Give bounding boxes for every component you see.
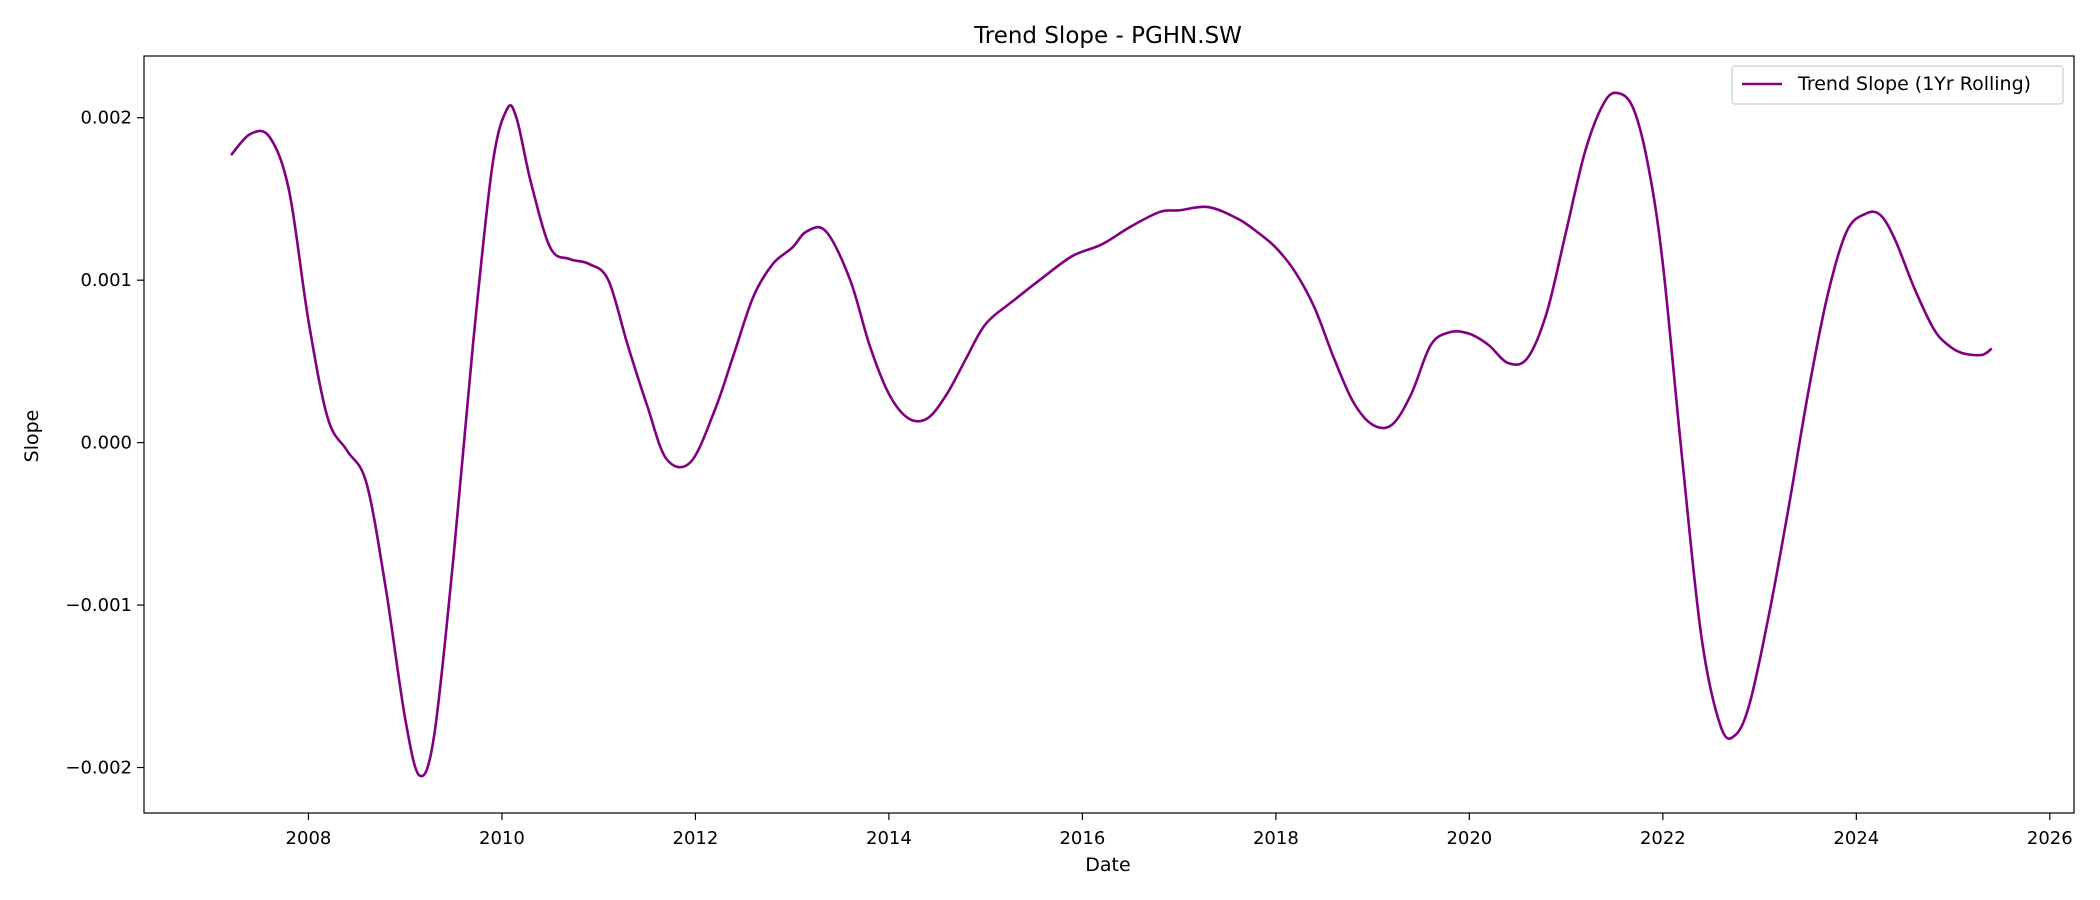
x-tick-label: 2016 [1059,828,1105,849]
y-tick-label: −0.002 [65,758,132,779]
axes: 2008 2010 2012 2014 2016 2018 2020 2022 2024 2026… [65,55,2075,849]
y-tick-label: 0.000 [80,433,132,454]
y-axis-title: Slope [21,410,43,463]
y-tick-label: 0.001 [80,270,132,291]
y-tick-label: 0.002 [80,108,132,129]
chart-title: Trend Slope - PGHN.SW [973,23,1242,49]
x-tick-label: 2010 [479,828,525,849]
x-tick-label: 2026 [2027,828,2073,849]
legend-label: Trend Slope (1Yr Rolling) [1797,73,2031,95]
y-tick-label: −0.001 [65,595,132,616]
x-tick-label: 2012 [673,828,719,849]
plot-area [230,91,1993,778]
x-axis-title: Date [1085,854,1130,876]
x-tick-label: 2008 [286,828,332,849]
x-tick-label: 2014 [866,828,912,849]
x-tick-label: 2022 [1640,828,1686,849]
axes-frame [143,55,2075,814]
x-tick-label: 2020 [1446,828,1492,849]
x-tick-label: 2024 [1833,828,1879,849]
series-line-0 [230,91,1993,778]
legend: Trend Slope (1Yr Rolling) [1731,65,2064,105]
legend-box [1731,65,2064,105]
x-tick-label: 2018 [1253,828,1299,849]
